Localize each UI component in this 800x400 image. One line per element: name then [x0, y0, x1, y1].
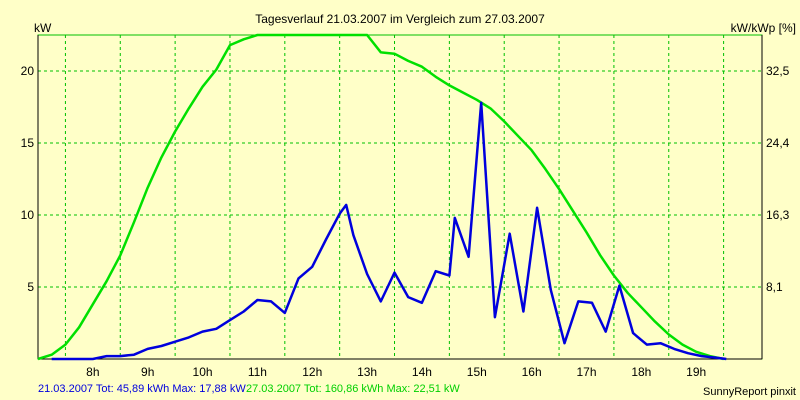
x-tick-label: 19h — [686, 365, 706, 379]
chart-title: Tagesverlauf 21.03.2007 im Vergleich zum… — [255, 12, 545, 26]
x-tick-label: 14h — [412, 365, 432, 379]
x-tick-label: 18h — [631, 365, 651, 379]
x-tick-label: 16h — [522, 365, 542, 379]
x-tick-label: 12h — [302, 365, 322, 379]
y-axis-right-label: kW/kWp [%] — [731, 21, 796, 35]
x-tick-label: 10h — [193, 365, 213, 379]
legend-series-2: 27.03.2007 Tot: 160,86 kWh Max: 22,51 kW — [246, 383, 460, 395]
x-tick-label: 13h — [357, 365, 377, 379]
plot-frame — [37, 34, 763, 360]
series-line-2 — [37, 33, 724, 361]
series-line-1 — [51, 101, 727, 361]
plot-area: 5 10 15 20 8,1 16,3 24,4 32,5 8h 9h 10h 11h 12h 13h 14… — [21, 33, 790, 379]
x-tick-label: 9h — [141, 365, 154, 379]
y-tick-label: 10 — [21, 208, 35, 222]
x-tick-label: 11h — [248, 365, 267, 379]
legend-series-1: 21.03.2007 Tot: 45,89 kWh Max: 17,88 kW — [38, 383, 246, 395]
y2-tick-label: 8,1 — [766, 280, 783, 294]
y-axis-left-label: kW — [34, 21, 52, 35]
footer-credit: SunnyReport pinxit — [703, 386, 796, 398]
y-tick-label: 20 — [21, 64, 35, 78]
y2-tick-label: 24,4 — [766, 136, 790, 150]
x-tick-label: 17h — [576, 365, 596, 379]
y-tick-label: 15 — [21, 136, 35, 150]
x-tick-label: 15h — [467, 365, 487, 379]
x-tick-label: 8h — [86, 365, 99, 379]
y2-tick-label: 32,5 — [766, 64, 790, 78]
y2-tick-label: 16,3 — [766, 208, 790, 222]
y-tick-label: 5 — [27, 280, 34, 294]
